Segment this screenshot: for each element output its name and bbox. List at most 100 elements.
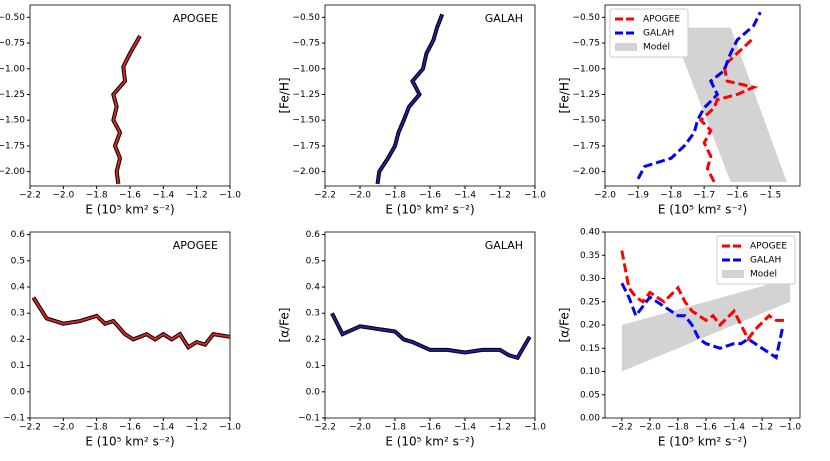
x-tick-label: −1.8 xyxy=(384,423,406,433)
x-axis-label: E (10⁵ km² s⁻²) xyxy=(658,435,747,449)
x-tick-label: −2.0 xyxy=(349,423,371,433)
x-tick-label: −1.5 xyxy=(759,191,781,201)
axes-frame xyxy=(29,4,231,187)
line xyxy=(620,282,785,361)
x-tick-label: −1.4 xyxy=(454,423,476,433)
x-tick-label: −1.4 xyxy=(152,191,174,201)
x-tick-label: −1.4 xyxy=(152,423,174,433)
y-tick-label: 0.3 xyxy=(11,309,25,319)
x-tick-label: −1.0 xyxy=(219,423,241,433)
y-tick-label: 0.30 xyxy=(580,274,600,284)
x-tick-label: −1.8 xyxy=(86,191,108,201)
y-tick-label: −0.50 xyxy=(292,13,320,23)
x-tick-label: −1.6 xyxy=(119,423,141,433)
x-tick-label: −2.2 xyxy=(314,191,336,201)
y-tick-label: −2.00 xyxy=(292,167,320,177)
line-outline xyxy=(31,296,231,351)
axes-frame xyxy=(604,4,801,187)
x-tick-label: −1.7 xyxy=(693,191,715,201)
line xyxy=(32,296,231,349)
x-tick-label: −2.2 xyxy=(611,423,633,433)
y-tick-label: −1.75 xyxy=(572,141,600,151)
model-band xyxy=(671,27,787,182)
x-tick-label: −1.4 xyxy=(723,423,745,433)
y-tick-label: −1.75 xyxy=(0,141,25,151)
x-tick-label: −1.6 xyxy=(726,191,748,201)
x-tick-label: −2.0 xyxy=(639,423,661,433)
y-tick-label: 0.6 xyxy=(306,230,321,240)
legend-label: GALAH xyxy=(750,256,781,266)
y-tick-label: 0.2 xyxy=(11,335,25,345)
legend-label: Model xyxy=(643,43,670,53)
y-tick-label: −1.00 xyxy=(292,64,320,74)
x-tick-label: −1.2 xyxy=(186,423,208,433)
y-tick-label: −1.25 xyxy=(572,90,600,100)
y-tick-label: 0.0 xyxy=(11,387,26,397)
y-axis-label: [α/Fe] xyxy=(278,308,292,343)
y-tick-label: −0.1 xyxy=(298,414,320,424)
x-tick-label: −1.2 xyxy=(489,423,511,433)
x-tick-label: −1.8 xyxy=(667,423,689,433)
axes-frame xyxy=(29,231,231,419)
x-tick-label: −1.4 xyxy=(454,191,476,201)
y-tick-label: 0.5 xyxy=(306,256,320,266)
panel-label: GALAH xyxy=(485,239,523,252)
x-tick-label: −1.6 xyxy=(419,423,441,433)
panel-label: APOGEE xyxy=(173,12,218,25)
x-tick-label: −2.0 xyxy=(52,423,74,433)
line xyxy=(636,11,762,180)
legend-label: GALAH xyxy=(643,29,674,39)
x-tick-label: −1.0 xyxy=(779,423,801,433)
axes-frame xyxy=(324,231,536,419)
y-tick-label: 0.0 xyxy=(306,387,321,397)
x-axis-label: E (10⁵ km² s⁻²) xyxy=(85,435,174,449)
y-tick-label: 0.6 xyxy=(11,230,26,240)
y-tick-label: 0.25 xyxy=(580,297,600,307)
x-tick-label: −1.8 xyxy=(384,191,406,201)
y-tick-label: −0.50 xyxy=(572,13,600,23)
x-axis-label: E (10⁵ km² s⁻²) xyxy=(385,435,474,449)
y-tick-label: 0.05 xyxy=(580,390,600,400)
y-tick-label: 0.00 xyxy=(580,414,600,424)
y-tick-label: 0.40 xyxy=(580,228,600,238)
x-axis-label: E (10⁵ km² s⁻²) xyxy=(658,203,747,217)
x-tick-label: −2.2 xyxy=(19,191,41,201)
y-tick-label: −0.75 xyxy=(572,39,600,49)
y-tick-label: −1.25 xyxy=(292,90,320,100)
y-tick-label: 0.10 xyxy=(580,367,600,377)
line xyxy=(376,13,444,185)
y-axis-label: [Fe/H] xyxy=(558,77,572,113)
y-tick-label: −0.1 xyxy=(3,414,25,424)
y-tick-label: −0.75 xyxy=(0,39,25,49)
x-tick-label: −1.0 xyxy=(524,191,546,201)
y-tick-label: −1.50 xyxy=(572,116,600,126)
y-tick-label: −0.50 xyxy=(0,13,25,23)
legend-swatch xyxy=(615,43,637,51)
y-tick-label: −1.50 xyxy=(0,116,25,126)
x-tick-label: −1.8 xyxy=(660,191,682,201)
legend-swatch xyxy=(722,270,744,278)
x-tick-label: −1.0 xyxy=(524,423,546,433)
y-axis-label: [Fe/H] xyxy=(278,77,292,113)
y-tick-label: 0.1 xyxy=(306,361,320,371)
y-tick-label: −1.50 xyxy=(292,116,320,126)
x-tick-label: −1.2 xyxy=(489,191,511,201)
legend-label: Model xyxy=(750,270,777,280)
x-tick-label: −2.0 xyxy=(52,191,74,201)
legend-label: APOGEE xyxy=(750,242,787,252)
x-tick-label: −1.8 xyxy=(86,423,108,433)
y-tick-label: 0.1 xyxy=(11,361,25,371)
x-axis-label: E (10⁵ km² s⁻²) xyxy=(85,203,174,217)
y-tick-label: 0.5 xyxy=(11,256,25,266)
x-tick-label: −1.9 xyxy=(627,191,649,201)
x-tick-label: −1.6 xyxy=(119,191,141,201)
x-tick-label: −1.6 xyxy=(695,423,717,433)
y-tick-label: 0.3 xyxy=(306,309,320,319)
x-tick-label: −1.2 xyxy=(186,191,208,201)
x-tick-label: −1.0 xyxy=(219,191,241,201)
x-tick-label: −1.2 xyxy=(751,423,773,433)
model-band xyxy=(621,278,791,372)
y-tick-label: −2.00 xyxy=(0,167,25,177)
y-tick-label: 0.20 xyxy=(580,321,600,331)
